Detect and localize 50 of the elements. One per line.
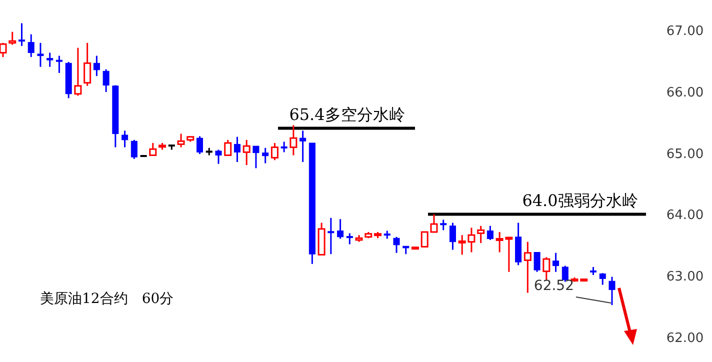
candlestick	[552, 252, 560, 273]
annotation: 美原油12合约 60分	[40, 291, 174, 307]
ref-line-label: 64.0强弱分水岭	[522, 191, 638, 210]
candlestick	[0, 42, 7, 58]
ref-line-label: 65.4多空分水岭	[289, 105, 405, 124]
candlestick	[524, 241, 532, 294]
candlestick	[28, 34, 34, 58]
candlestick	[477, 225, 485, 244]
candlestick	[300, 130, 306, 163]
candlestick	[280, 141, 288, 153]
candlestick	[84, 42, 92, 87]
y-tick-label: 64.00	[666, 208, 704, 224]
candlestick	[242, 139, 250, 166]
candlestick	[608, 276, 616, 306]
annotation: 62.52	[534, 278, 574, 294]
candlestick	[46, 52, 54, 68]
candlestick	[215, 148, 222, 165]
candlestick	[149, 142, 157, 156]
candlestick	[8, 31, 16, 46]
candlestick	[252, 145, 260, 169]
candlestick	[328, 217, 334, 255]
candlestick	[177, 133, 185, 148]
candlestick	[337, 218, 344, 240]
candlestick	[224, 139, 232, 156]
candlestick	[196, 135, 204, 155]
y-tick-label: 62.00	[666, 331, 704, 346]
y-tick-label: 63.00	[666, 270, 704, 285]
y-tick-label: 66.00	[666, 85, 704, 100]
y-tick-label: 67.00	[666, 24, 704, 39]
candlestick	[440, 218, 447, 231]
candlestick	[599, 272, 606, 286]
candlestick	[74, 47, 82, 96]
candlestick	[346, 232, 353, 246]
y-tick-label: 65.00	[666, 146, 704, 162]
candlestick	[449, 222, 456, 251]
candlestick	[534, 252, 540, 273]
candlestick	[542, 256, 550, 281]
candlestick	[486, 225, 494, 241]
candlestick	[130, 139, 138, 160]
candlestick	[56, 55, 62, 74]
candlestick	[37, 42, 44, 68]
candlestick	[122, 130, 128, 148]
candlestick	[18, 22, 25, 47]
candlestick	[290, 124, 298, 156]
candlestick	[93, 55, 100, 77]
candlestick	[234, 136, 240, 163]
candlestick	[393, 236, 400, 254]
candlestick	[270, 142, 278, 161]
candlestick	[102, 68, 110, 93]
candlestick	[262, 147, 269, 164]
